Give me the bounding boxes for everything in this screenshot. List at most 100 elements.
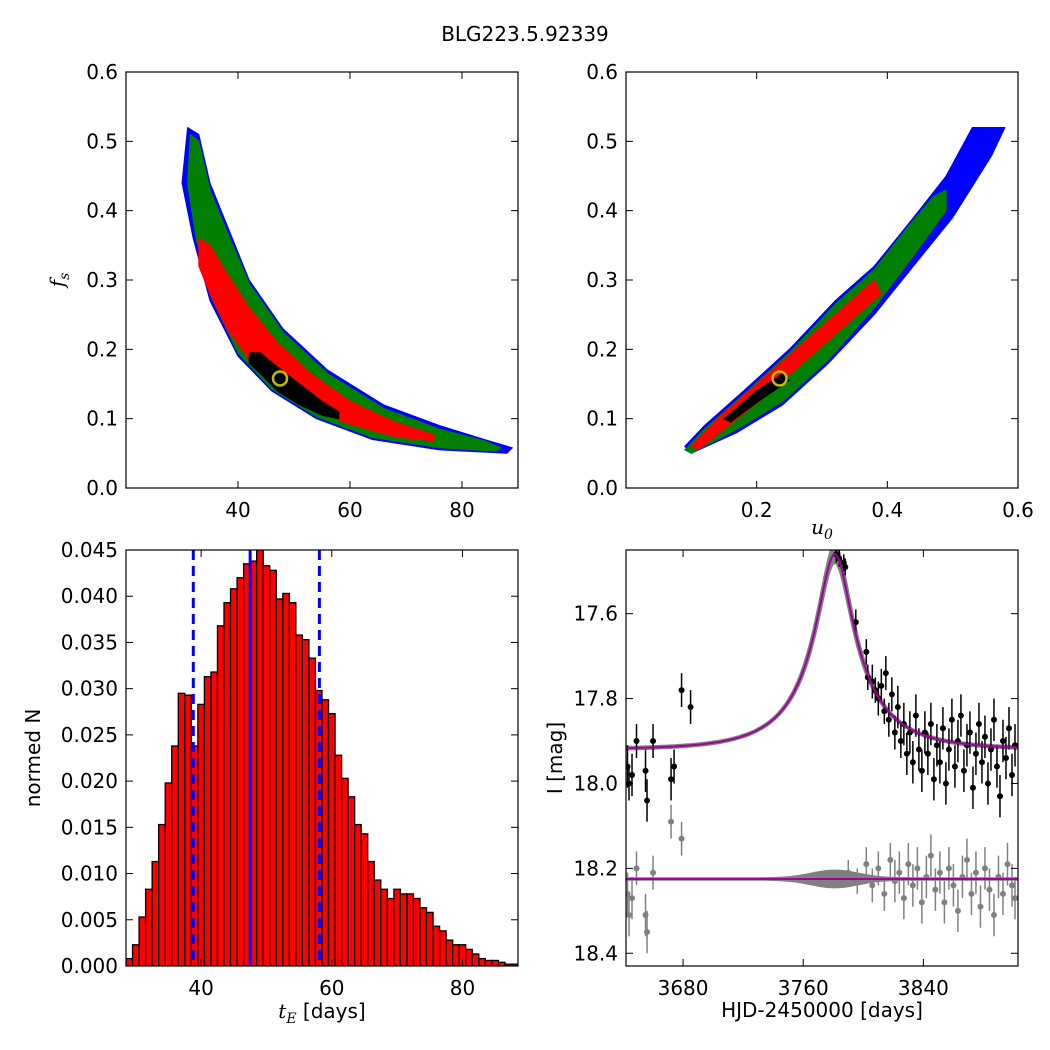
plot-area <box>181 127 513 454</box>
data-point <box>885 716 892 723</box>
x-tick-label: 60 <box>337 498 362 522</box>
data-point <box>990 716 997 723</box>
y-tick-label: 0.6 <box>586 60 618 84</box>
histogram-bar <box>229 588 238 966</box>
histogram-bar <box>131 944 140 966</box>
histogram-bar <box>262 565 271 966</box>
residual-point <box>927 852 934 859</box>
data-point <box>894 704 901 711</box>
data-point <box>1002 755 1009 761</box>
y-axis-label: fs <box>45 273 73 290</box>
histogram-bar <box>406 893 415 966</box>
histogram-bar <box>340 777 349 966</box>
y-tick-label: 0.2 <box>86 337 118 361</box>
y-tick-label: 0.2 <box>586 337 618 361</box>
residual-point <box>869 882 876 889</box>
histogram-bar <box>256 550 264 966</box>
residual-point <box>968 890 975 897</box>
x-tick-label: 60 <box>319 976 344 1000</box>
data-point <box>978 759 985 766</box>
data-point <box>999 738 1006 745</box>
residual-point <box>1004 861 1011 868</box>
histogram-bar <box>164 782 173 966</box>
data-point <box>948 716 955 723</box>
data-point <box>975 721 982 728</box>
y-tick-label: 0.010 <box>61 862 118 886</box>
axes-frame <box>125 549 519 967</box>
light-curve-panel: 3680 3760 3840 17.6 17.8 18.0 18.2 18.4 I [mag] H… <box>543 549 1019 1022</box>
x-axis-label: u0 <box>811 515 833 543</box>
y-tick-label: 0.4 <box>586 199 618 223</box>
data-point <box>903 750 910 757</box>
histogram-bar <box>210 671 219 966</box>
histogram-bar <box>177 692 186 966</box>
x-tick-label: 3680 <box>658 976 709 1000</box>
histogram-bar <box>158 823 166 966</box>
data-point <box>633 738 640 745</box>
histogram-bar <box>465 948 473 966</box>
data-point <box>933 742 940 749</box>
data-point <box>842 563 849 570</box>
y-tick-label: 0.045 <box>61 538 118 562</box>
data-point <box>945 746 952 753</box>
residual-point <box>936 869 943 876</box>
residual-point <box>986 886 993 893</box>
data-point <box>960 767 967 774</box>
x-tick-label: 40 <box>188 976 213 1000</box>
axes-frame <box>125 71 519 489</box>
histogram-bar <box>393 888 402 966</box>
axes-frame <box>625 549 1019 967</box>
plot-area <box>626 550 1018 954</box>
y-axis-label: I [mag] <box>543 722 567 794</box>
residual-point <box>990 912 997 919</box>
histogram-bar <box>399 893 408 966</box>
residual-point <box>668 818 675 825</box>
histogram-bar <box>321 699 330 966</box>
histogram-bar <box>223 602 232 966</box>
histogram-bar <box>471 953 480 966</box>
residual-point <box>905 861 912 868</box>
data-point <box>881 708 888 715</box>
confidence-region-black <box>248 352 340 420</box>
residual-point <box>629 895 636 902</box>
y-tick-label: 0.1 <box>586 407 618 431</box>
residual-point <box>845 869 852 876</box>
data-point <box>629 771 636 778</box>
residual-point <box>863 861 870 868</box>
data-point <box>915 746 922 753</box>
y-tick-label: 18.4 <box>573 941 618 965</box>
axes-frame <box>625 71 1019 489</box>
x-tick-label: 3840 <box>898 976 949 1000</box>
residual-point <box>626 912 633 919</box>
data-point <box>687 704 694 711</box>
residual-point <box>909 882 916 889</box>
residual-point <box>941 899 948 906</box>
data-point <box>927 721 934 728</box>
histogram-bar <box>445 939 454 966</box>
residual-point <box>972 869 979 876</box>
histogram-bar <box>236 577 245 966</box>
residual-point <box>644 929 651 936</box>
histogram-bar <box>295 634 304 966</box>
y-axis-label: normed N <box>21 709 45 808</box>
data-point <box>912 712 919 719</box>
residual-point <box>945 865 952 872</box>
histogram-bar <box>438 930 447 966</box>
y-tick-label: 0.035 <box>61 630 118 654</box>
data-point <box>918 767 925 774</box>
residual-point <box>875 865 882 872</box>
data-point <box>993 763 1000 770</box>
histogram-bar <box>197 703 206 966</box>
histogram-bar <box>367 860 375 966</box>
y-tick-label: 0.3 <box>586 268 618 292</box>
histogram-bar <box>478 957 486 966</box>
histogram-bar <box>380 888 388 966</box>
y-tick-label: 0.6 <box>86 60 118 84</box>
y-tick-label: 0.030 <box>61 677 118 701</box>
residual-point <box>633 865 640 872</box>
best-fit-marker <box>271 370 289 387</box>
histogram-bar <box>412 897 421 966</box>
histogram-bar <box>452 944 460 966</box>
y-tick-label: 0.020 <box>61 769 118 793</box>
plot-area <box>126 550 518 966</box>
